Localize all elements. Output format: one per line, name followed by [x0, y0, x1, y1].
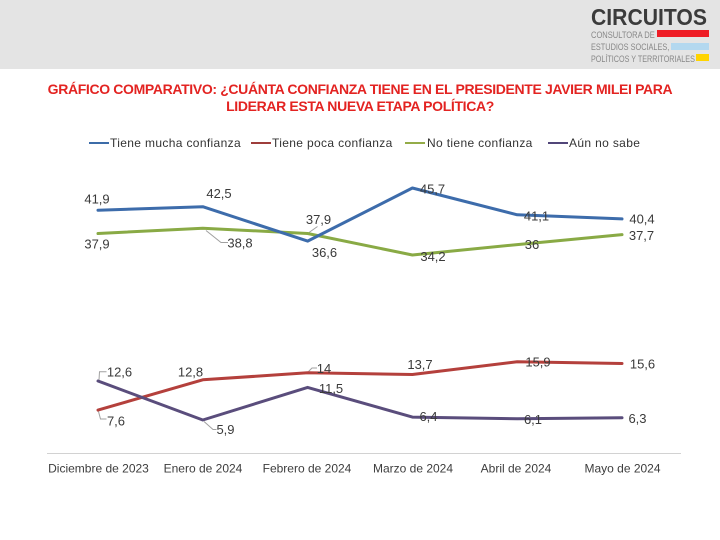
svg-text:34,2: 34,2: [420, 249, 445, 264]
svg-text:14: 14: [317, 361, 331, 376]
svg-text:12,8: 12,8: [178, 365, 203, 380]
svg-text:Diciembre de 2023: Diciembre de 2023: [48, 462, 149, 476]
svg-text:37,9: 37,9: [306, 212, 331, 227]
svg-text:7,6: 7,6: [107, 414, 125, 429]
svg-text:Marzo de 2024: Marzo de 2024: [373, 462, 453, 476]
svg-text:38,8: 38,8: [227, 236, 252, 251]
svg-text:15,6: 15,6: [630, 357, 655, 372]
svg-text:6,4: 6,4: [419, 409, 437, 424]
svg-text:Enero de 2024: Enero de 2024: [164, 462, 243, 476]
svg-text:40,4: 40,4: [629, 212, 654, 227]
svg-text:5,9: 5,9: [216, 422, 234, 437]
svg-text:41,9: 41,9: [84, 192, 109, 207]
svg-text:42,5: 42,5: [206, 186, 231, 201]
svg-text:6,1: 6,1: [524, 412, 542, 427]
svg-text:41,1: 41,1: [524, 209, 549, 224]
svg-text:12,6: 12,6: [107, 365, 132, 380]
svg-text:36: 36: [525, 237, 539, 252]
svg-text:13,7: 13,7: [407, 357, 432, 372]
svg-text:37,9: 37,9: [84, 237, 109, 252]
svg-text:Febrero de 2024: Febrero de 2024: [263, 462, 352, 476]
svg-text:15,9: 15,9: [525, 355, 550, 370]
svg-text:37,7: 37,7: [629, 228, 654, 243]
svg-text:11,5: 11,5: [319, 381, 343, 396]
svg-text:Abril de 2024: Abril de 2024: [481, 462, 552, 476]
svg-text:45,7: 45,7: [420, 182, 445, 197]
svg-text:36,6: 36,6: [312, 245, 337, 260]
svg-text:6,3: 6,3: [628, 411, 646, 426]
svg-text:Mayo de 2024: Mayo de 2024: [584, 462, 660, 476]
